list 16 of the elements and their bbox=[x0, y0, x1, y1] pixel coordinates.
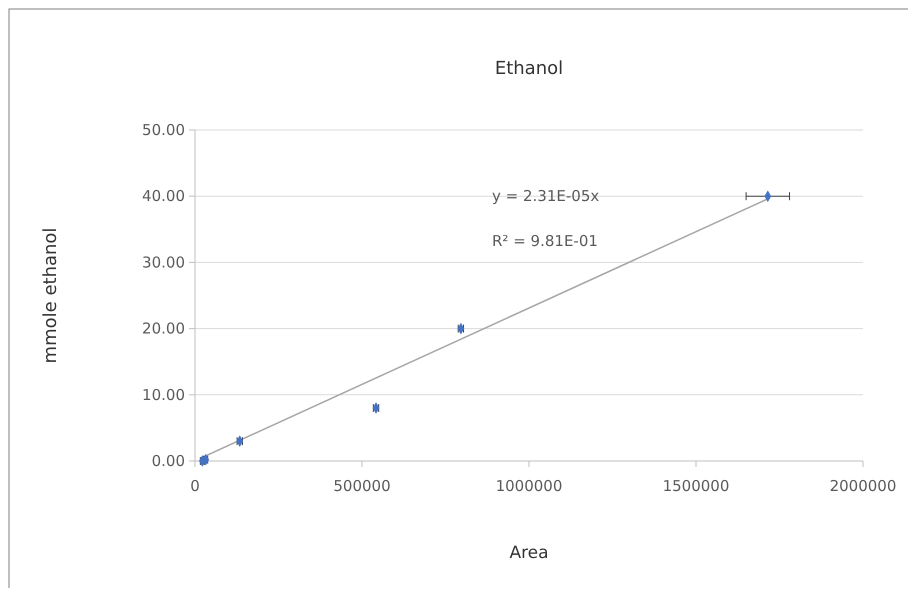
y-tick-label: 20.00 bbox=[142, 320, 185, 338]
y-tick-label: 40.00 bbox=[142, 187, 185, 206]
y-tick-label: 50.00 bbox=[142, 121, 185, 139]
y-axis-title: mmole ethanol bbox=[40, 228, 61, 364]
x-tick-label: 0 bbox=[190, 477, 200, 495]
chart-title: Ethanol bbox=[494, 58, 564, 79]
x-axis-title: Area bbox=[509, 543, 549, 563]
x-tick-label: 2000000 bbox=[830, 477, 896, 495]
y-tick-label: 0.00 bbox=[152, 452, 185, 470]
y-tick-label: 10.00 bbox=[142, 386, 185, 404]
x-tick-label: 1500000 bbox=[662, 477, 730, 495]
y-tick-label: 30.00 bbox=[142, 253, 185, 272]
x-tick-label: 500000 bbox=[333, 477, 391, 495]
x-tick-label: 1000000 bbox=[496, 477, 562, 495]
annotation: R² = 9.81E-01 bbox=[492, 232, 598, 250]
annotation: y = 2.31E-05x bbox=[492, 187, 600, 205]
